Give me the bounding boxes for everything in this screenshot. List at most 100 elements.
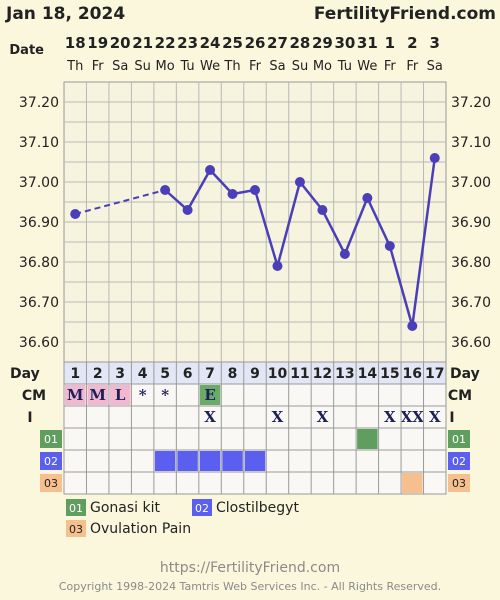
cm-label-right: CM (448, 388, 472, 404)
temperature-point-day-11 (294, 177, 305, 187)
date-label-13: 31 (357, 34, 378, 52)
legend-badge-01 (66, 499, 86, 516)
temperature-point-day-10 (272, 261, 283, 271)
cm-cell-day-3: L (115, 386, 126, 404)
cycle-day-0: 1 (70, 366, 80, 382)
date-label-4: 22 (155, 34, 176, 52)
temperature-point-day-16 (407, 321, 418, 331)
cycle-day-14: 15 (380, 366, 399, 382)
temperature-point-day-15 (384, 241, 395, 251)
intercourse-label-left: I (27, 410, 32, 426)
cycle-day-7: 8 (228, 366, 238, 382)
date-label-2: 20 (110, 34, 131, 52)
weekday-label-5: Tu (179, 59, 194, 74)
date-label-12: 30 (334, 34, 355, 52)
cm-cell-day-7: E (204, 386, 215, 404)
custom-row-badge-right-02 (448, 452, 470, 470)
date-label-9: 27 (267, 34, 288, 52)
y-tick-left-5: 36.70 (19, 295, 59, 311)
temperature-point-day-8 (227, 189, 238, 199)
date-label: Date (9, 43, 44, 58)
temperature-point-day-6 (182, 205, 193, 215)
custom-row-02-day-8 (222, 451, 243, 471)
cm-cell-fill-day-3 (109, 385, 131, 405)
cycle-day-8: 9 (250, 366, 260, 382)
weekday-row: Th Fr Sa Su Mo Tu We Th Fr Sa Su Mo Tu We Fr Fr Sa (66, 59, 443, 74)
weekday-label-10: Su (292, 59, 309, 74)
custom-row-id-left-01: 01 (44, 433, 58, 446)
temperature-point-day-12 (317, 205, 328, 215)
cycle-day-16: 17 (425, 366, 444, 382)
cycle-day-5: 6 (183, 366, 193, 382)
weekday-label-11: Mo (313, 59, 332, 74)
cm-cell-fill-day-1 (65, 385, 86, 405)
cycle-day-12: 13 (335, 366, 354, 382)
footer-copyright: Copyright 1998-2024 Tamtris Web Services… (58, 580, 442, 593)
cycle-day-11: 12 (313, 366, 332, 382)
cycle-day-10: 11 (290, 366, 309, 382)
legend-badge-02 (192, 499, 212, 516)
y-tick-right-3: 36.90 (451, 215, 491, 231)
y-tick-right-6: 36.60 (451, 335, 491, 351)
intercourse-cell-day-7: X (204, 408, 216, 426)
date-label-7: 25 (222, 34, 243, 52)
legend-label-02: Clostilbegyt (216, 500, 299, 516)
date-label-8: 26 (245, 34, 266, 52)
weekday-label-1: Fr (92, 59, 105, 74)
custom-row-02-day-6 (177, 451, 198, 471)
custom-row-02-day-7 (199, 451, 221, 471)
temperature-plot (63, 81, 447, 363)
date-label-16: 3 (430, 34, 440, 52)
legend-id-01: 01 (69, 502, 83, 515)
temperature-gap-line (74, 189, 166, 215)
weekday-label-7: Th (223, 59, 240, 74)
footer-url[interactable]: https://FertilityFriend.com (159, 560, 341, 576)
date-label-3: 21 (132, 34, 153, 52)
legend-label-03: Ovulation Pain (90, 521, 191, 537)
legend-badge-03 (66, 520, 86, 537)
cycle-day-9: 10 (268, 366, 288, 382)
intercourse-cell-day-17: X (429, 408, 441, 426)
y-axis-right: 37.20 37.10 37.00 36.90 36.80 36.70 36.60 (451, 95, 491, 351)
cm-cell-fill-day-7 (199, 385, 221, 405)
temperature-series (70, 153, 440, 331)
custom-row-03-day-16 (402, 473, 423, 493)
cycle-day-6: 7 (205, 366, 215, 382)
temperature-point-day-17 (429, 153, 440, 163)
custom-row-badge-right-03 (448, 474, 470, 492)
brand-name[interactable]: FertilityFriend.com (313, 4, 496, 24)
custom-row-badge-left-01 (40, 430, 62, 448)
custom-row-01-day-14 (357, 429, 378, 449)
date-label-6: 24 (200, 34, 221, 52)
y-tick-left-3: 36.90 (19, 215, 59, 231)
cycle-day-15: 16 (403, 366, 422, 382)
custom-row-badge-right-01 (448, 430, 470, 448)
y-tick-right-4: 36.80 (451, 255, 491, 271)
temperature-point-day-7 (205, 165, 216, 175)
date-label-11: 29 (312, 34, 333, 52)
weekday-label-8: Fr (249, 59, 262, 74)
date-label-0: 18 (65, 34, 86, 52)
legend-id-03: 03 (69, 523, 83, 536)
intercourse-cell-day-16: XX (401, 408, 425, 426)
date-label-14: 1 (385, 34, 395, 52)
temperature-point-day-9 (250, 185, 260, 195)
cm-cell-fill-day-2 (87, 385, 108, 405)
weekday-label-16: Sa (427, 59, 443, 74)
cycle-day-2: 3 (115, 366, 125, 382)
intercourse-cell-day-10: X (272, 408, 284, 426)
legend: 01 Gonasi kit 02 Clostilbegyt 03 Ovulation Pa… (66, 499, 299, 537)
intercourse-cell-day-15: X (384, 408, 396, 426)
y-tick-left-1: 37.10 (19, 135, 59, 151)
cycle-day-13: 14 (358, 366, 378, 382)
intercourse-cell-day-12: X (317, 408, 329, 426)
y-tick-right-2: 37.00 (451, 175, 491, 191)
custom-row-02-day-5 (154, 451, 176, 471)
date-label-1: 19 (87, 34, 108, 52)
intercourse-label-right: I (449, 410, 454, 426)
temperature-point-day-5 (160, 185, 171, 195)
custom-row-id-left-03: 03 (44, 477, 58, 490)
day-label-left: Day (10, 366, 40, 382)
